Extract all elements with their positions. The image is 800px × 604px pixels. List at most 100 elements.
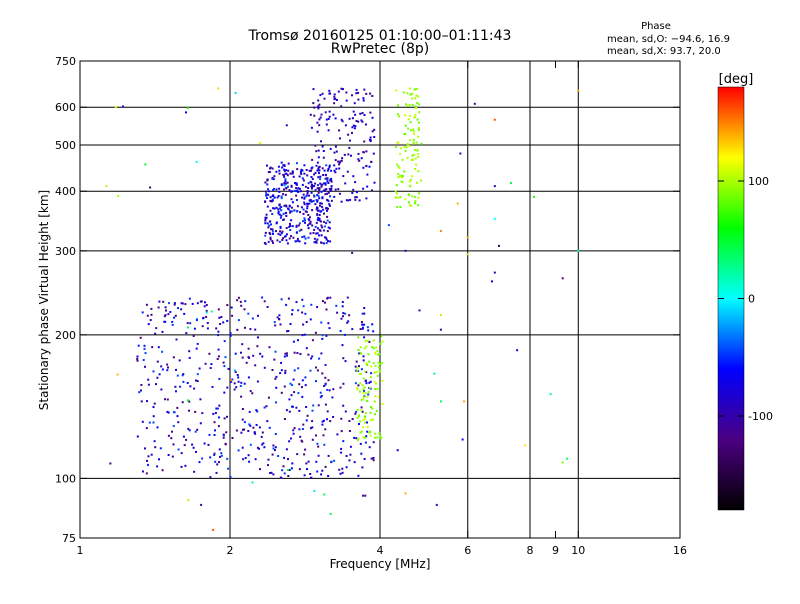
data-point — [311, 339, 314, 342]
data-point — [363, 336, 366, 339]
data-point — [304, 242, 307, 245]
data-point — [362, 377, 365, 380]
data-point — [272, 473, 275, 476]
data-point — [210, 363, 213, 366]
data-point — [330, 199, 333, 202]
data-point — [397, 176, 400, 179]
data-point — [324, 383, 327, 386]
data-point — [150, 307, 153, 310]
data-point — [279, 323, 282, 326]
data-point — [566, 457, 569, 460]
data-point — [186, 107, 189, 110]
data-point — [211, 386, 214, 388]
data-point — [292, 432, 295, 435]
data-point — [185, 332, 188, 335]
data-point — [283, 456, 286, 459]
data-point — [408, 145, 411, 148]
data-point — [333, 93, 336, 96]
data-point — [415, 107, 418, 109]
data-point — [304, 210, 307, 213]
data-point — [261, 355, 264, 358]
data-point — [435, 503, 438, 506]
data-point — [158, 373, 161, 376]
data-point — [173, 302, 176, 305]
data-point — [263, 366, 266, 369]
data-point — [321, 145, 324, 148]
data-point — [266, 183, 269, 186]
data-point — [328, 221, 331, 224]
data-point — [290, 235, 292, 238]
data-point — [397, 172, 400, 175]
data-point — [214, 429, 216, 432]
data-point — [316, 161, 319, 164]
data-point — [403, 146, 406, 149]
data-point — [334, 171, 337, 174]
data-point — [283, 182, 286, 185]
data-point — [171, 455, 174, 458]
data-point — [349, 139, 351, 142]
data-point — [284, 352, 287, 355]
data-point — [358, 373, 361, 375]
data-point — [273, 175, 276, 178]
data-point — [337, 188, 340, 191]
data-point — [311, 183, 314, 186]
data-point — [309, 198, 312, 201]
data-point — [270, 228, 272, 231]
data-point — [144, 352, 147, 355]
data-point — [292, 175, 295, 178]
data-point — [196, 302, 199, 305]
data-point — [369, 136, 372, 139]
data-point — [380, 437, 383, 440]
data-point — [287, 162, 290, 165]
data-point — [263, 406, 266, 409]
data-point — [358, 365, 360, 368]
data-point — [320, 352, 323, 355]
data-point — [287, 185, 289, 188]
data-point — [275, 401, 277, 404]
data-point — [290, 219, 293, 222]
data-point — [222, 436, 225, 439]
data-point — [374, 352, 377, 355]
data-point — [295, 231, 298, 234]
data-point — [372, 459, 375, 462]
data-point — [374, 432, 377, 435]
data-point — [231, 314, 234, 317]
data-point — [396, 113, 399, 115]
data-point — [398, 167, 401, 169]
data-point — [205, 316, 208, 318]
data-point — [272, 447, 275, 450]
data-point — [272, 178, 275, 181]
data-point — [179, 385, 182, 388]
data-point — [325, 164, 328, 167]
x-tick-label: 16 — [673, 544, 687, 557]
data-point — [304, 185, 307, 188]
data-point — [264, 219, 267, 222]
data-point — [338, 129, 341, 132]
data-point — [378, 353, 381, 356]
data-point — [240, 304, 243, 307]
data-point — [288, 398, 291, 401]
data-point — [229, 475, 232, 478]
data-point — [304, 448, 307, 451]
data-point — [149, 186, 152, 189]
data-point — [298, 240, 301, 243]
data-point — [176, 406, 179, 409]
data-point — [277, 165, 280, 168]
data-point — [177, 421, 180, 424]
data-point — [296, 453, 299, 456]
data-point — [337, 160, 340, 163]
data-point — [303, 172, 306, 175]
data-point — [378, 432, 381, 435]
data-point — [260, 435, 263, 438]
data-point — [334, 145, 337, 148]
data-point — [230, 380, 233, 383]
data-point — [275, 188, 278, 191]
data-point — [366, 339, 369, 342]
data-point — [363, 347, 366, 350]
data-point — [358, 415, 361, 418]
data-point — [295, 183, 298, 186]
data-point — [301, 298, 304, 301]
data-point — [329, 190, 332, 192]
data-point — [312, 88, 315, 91]
data-point — [368, 446, 371, 449]
